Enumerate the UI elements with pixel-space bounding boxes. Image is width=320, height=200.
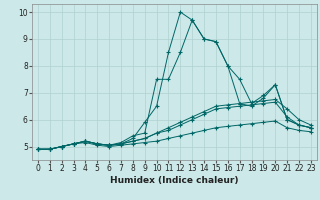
X-axis label: Humidex (Indice chaleur): Humidex (Indice chaleur) bbox=[110, 176, 239, 185]
